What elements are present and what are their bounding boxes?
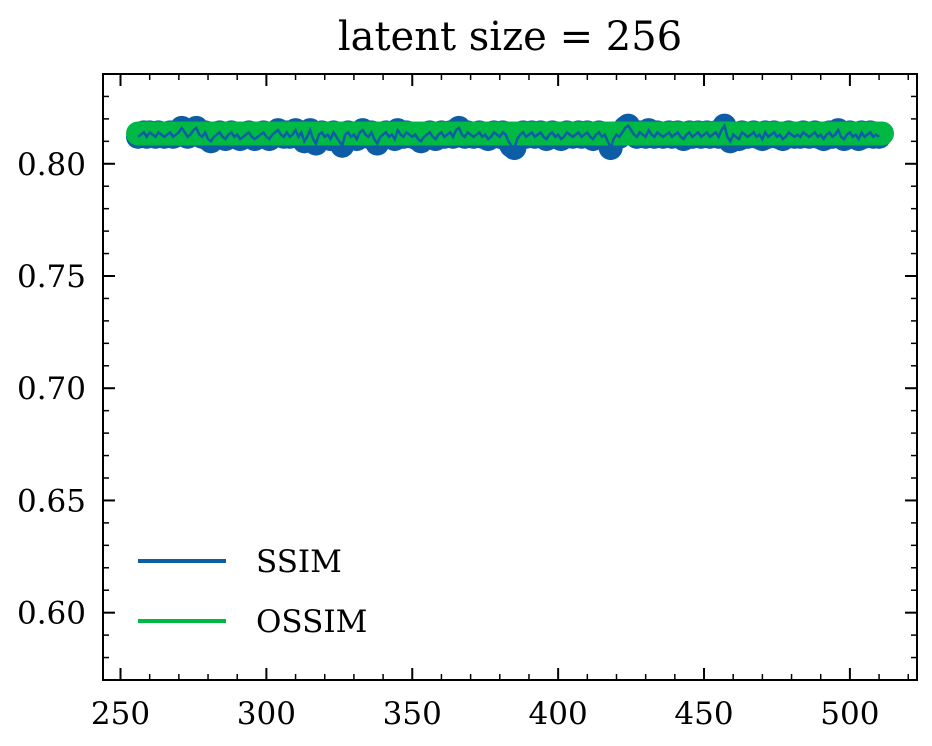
ticks-layer: 250 300 350 400 450 500 0.60 0.65 0.70 0.75 0.80 [17,74,917,732]
y-tick-label: 0.70 [17,371,86,407]
y-tick-label: 0.75 [17,259,86,295]
ossim-point [869,121,894,146]
legend: SSIM OSSIM [138,544,367,640]
y-tick-label: 0.80 [17,147,86,183]
x-tick-label: 300 [237,696,296,732]
series-layer [126,113,894,161]
x-tick-label: 500 [820,696,879,732]
ssim-line [137,122,880,152]
x-tick-label: 450 [674,696,733,732]
y-tick-label: 0.60 [17,596,86,632]
axes-frame [102,73,918,681]
x-tick-label: 400 [529,696,588,732]
y-tick-label: 0.65 [17,483,86,519]
chart-title: latent size = 256 [338,14,682,60]
x-tick-label: 350 [383,696,442,732]
legend-label-ssim: SSIM [256,544,342,580]
legend-label-ossim: OSSIM [256,604,367,640]
x-tick-label: 250 [91,696,150,732]
